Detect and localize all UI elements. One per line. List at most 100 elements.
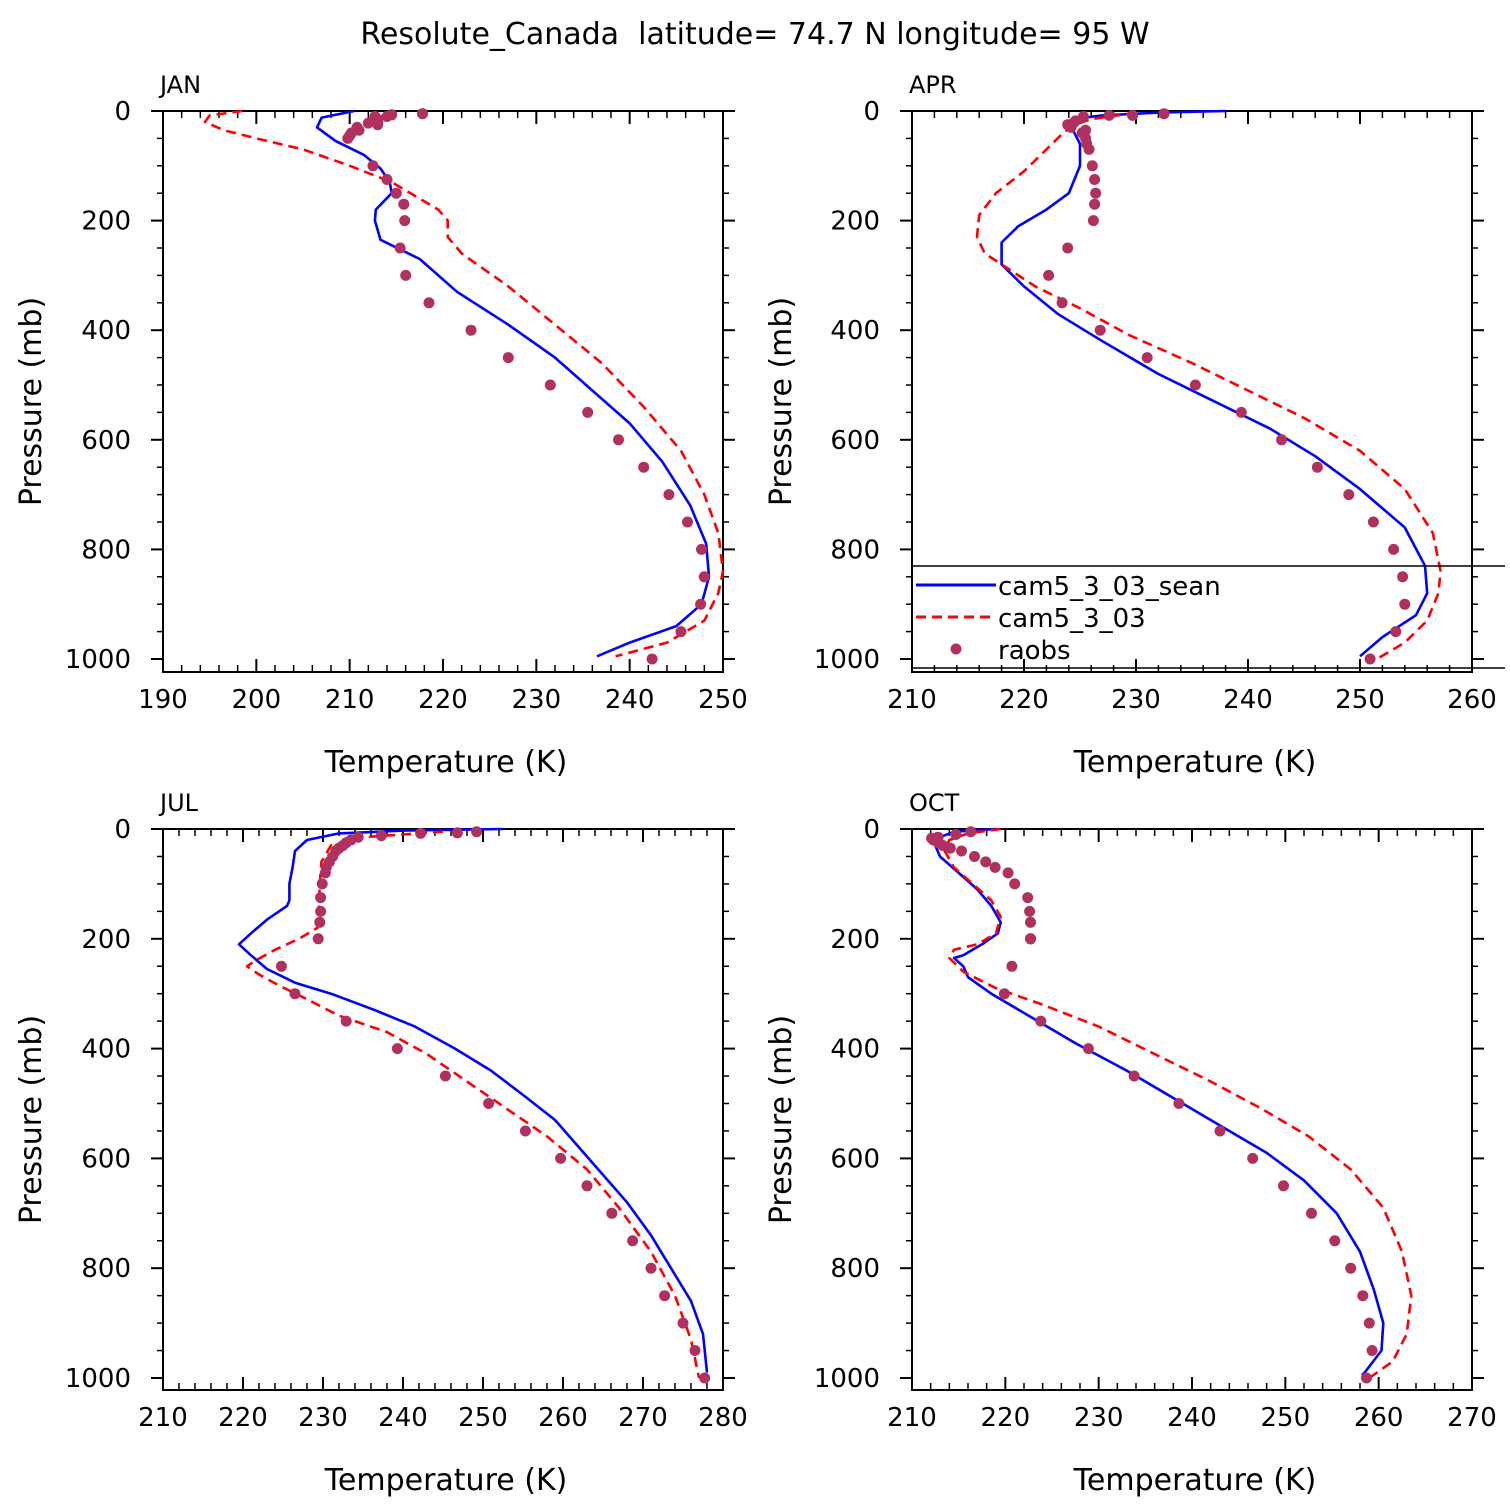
raobs-point <box>698 571 710 583</box>
raobs-point <box>699 1372 711 1384</box>
x-axis-label: Temperature (K) <box>1073 1463 1317 1498</box>
x-tick-label: 220 <box>999 685 1049 715</box>
raobs-point <box>1035 1015 1047 1027</box>
x-tick-label: 260 <box>538 1403 588 1433</box>
legend-swatch-dot <box>950 643 962 655</box>
raobs-point <box>1357 1290 1369 1302</box>
x-tick-label: 240 <box>1223 685 1273 715</box>
raobs-point <box>689 1345 701 1356</box>
raobs-point <box>391 1043 403 1055</box>
raobs-point <box>1278 1180 1289 1192</box>
raobs-point <box>1390 626 1402 638</box>
x-axis-label: Temperature (K) <box>324 1463 568 1498</box>
raobs-point <box>627 1235 639 1247</box>
raobs-point <box>316 878 328 890</box>
raobs-point <box>340 1015 352 1027</box>
raobs-point <box>695 598 707 610</box>
y-tick-label: 200 <box>81 207 131 237</box>
x-tick-label: 220 <box>218 1403 268 1433</box>
series-line-cam5 <box>943 827 1413 1380</box>
raobs-point <box>471 826 483 838</box>
x-tick-label: 260 <box>1447 685 1497 715</box>
raobs-point <box>1065 121 1077 133</box>
x-tick-label: 230 <box>1111 685 1161 715</box>
raobs-point <box>998 988 1010 1000</box>
x-tick-label: 210 <box>325 685 375 715</box>
raobs-point <box>315 892 327 904</box>
panel-label: JAN <box>158 71 201 99</box>
raobs-point <box>1056 297 1068 309</box>
raobs-point <box>682 516 693 528</box>
raobs-point <box>1090 187 1102 199</box>
raobs-point <box>1397 571 1409 583</box>
raobs-point <box>502 352 514 364</box>
raobs-point <box>1388 543 1400 555</box>
raobs-point <box>544 379 556 391</box>
y-tick-label: 400 <box>81 316 131 346</box>
raobs-point <box>1086 160 1098 172</box>
x-tick-label: 240 <box>605 685 655 715</box>
raobs-point <box>1399 598 1411 610</box>
raobs-point <box>555 1152 567 1164</box>
panel-oct: OCT 210 220 230 240 250 260 270 0 200 400 600 800 100… <box>764 789 1497 1498</box>
y-tick-label: 200 <box>830 207 880 237</box>
x-axis-label: Temperature (K) <box>1073 745 1317 780</box>
x-tick-label: 250 <box>1335 685 1385 715</box>
raobs-point <box>1214 1125 1226 1137</box>
x-tick-label: 240 <box>378 1403 428 1433</box>
series-line-cam5 <box>975 111 1442 661</box>
y-tick-label: 800 <box>81 535 131 565</box>
raobs-point <box>1345 1262 1357 1274</box>
raobs-point <box>415 827 427 839</box>
raobs-point <box>1002 867 1014 879</box>
raobs-point <box>289 988 301 1000</box>
raobs-point <box>638 461 650 473</box>
x-tick-label: 210 <box>138 1403 188 1433</box>
raobs-point <box>1006 960 1018 972</box>
y-tick-label: 0 <box>863 97 880 127</box>
raobs-point <box>381 174 393 185</box>
y-tick-label: 0 <box>114 97 131 127</box>
figure-title: Resolute_Canada latitude= 74.7 N longitu… <box>360 17 1149 52</box>
series-line-cam5-sean <box>315 109 711 658</box>
legend-label-sean: cam5_3_03_sean <box>998 572 1221 602</box>
y-tick-label: 600 <box>81 426 131 456</box>
x-tick-label: 250 <box>458 1403 508 1433</box>
y-tick-label: 600 <box>830 426 880 456</box>
raobs-point <box>1127 109 1139 121</box>
raobs-point <box>362 117 374 129</box>
panel-jan: JAN 190 200 210 220 230 240 250 0 200 400 600 800 100… <box>14 71 748 780</box>
plot-frame <box>162 828 724 1391</box>
raobs-point <box>1082 1043 1094 1055</box>
x-tick-label: 280 <box>698 1403 748 1433</box>
raobs-point <box>1364 653 1376 665</box>
raobs-point <box>451 827 463 839</box>
raobs-point <box>314 916 326 928</box>
panel-jul: JUL 210 220 230 240 250 260 270 280 0 200 400 600 800… <box>14 789 748 1498</box>
raobs-point <box>1025 916 1036 928</box>
raobs-point <box>375 830 387 842</box>
y-tick-label: 800 <box>81 1254 131 1284</box>
y-tick-label: 0 <box>114 815 131 845</box>
raobs-point <box>582 406 594 418</box>
raobs-point <box>315 905 327 917</box>
raobs-point <box>645 1262 657 1274</box>
raobs-point <box>394 242 406 254</box>
raobs-point <box>677 1317 689 1329</box>
raobs-point <box>1103 109 1115 121</box>
y-tick-label: 400 <box>81 1035 131 1065</box>
raobs-point <box>367 160 379 172</box>
raobs-point <box>696 543 707 555</box>
panel-label: APR <box>909 71 957 99</box>
raobs-point <box>646 653 658 665</box>
y-axis-label: Pressure (mb) <box>14 297 49 506</box>
plot-frame <box>162 110 724 673</box>
raobs-point <box>1043 269 1055 281</box>
raobs-point <box>1363 1317 1375 1329</box>
raobs-point <box>399 215 411 227</box>
x-tick-label: 230 <box>1074 1403 1124 1433</box>
raobs-point <box>989 861 1001 873</box>
y-axis-label: Pressure (mb) <box>14 1015 49 1224</box>
raobs-point <box>965 826 977 838</box>
